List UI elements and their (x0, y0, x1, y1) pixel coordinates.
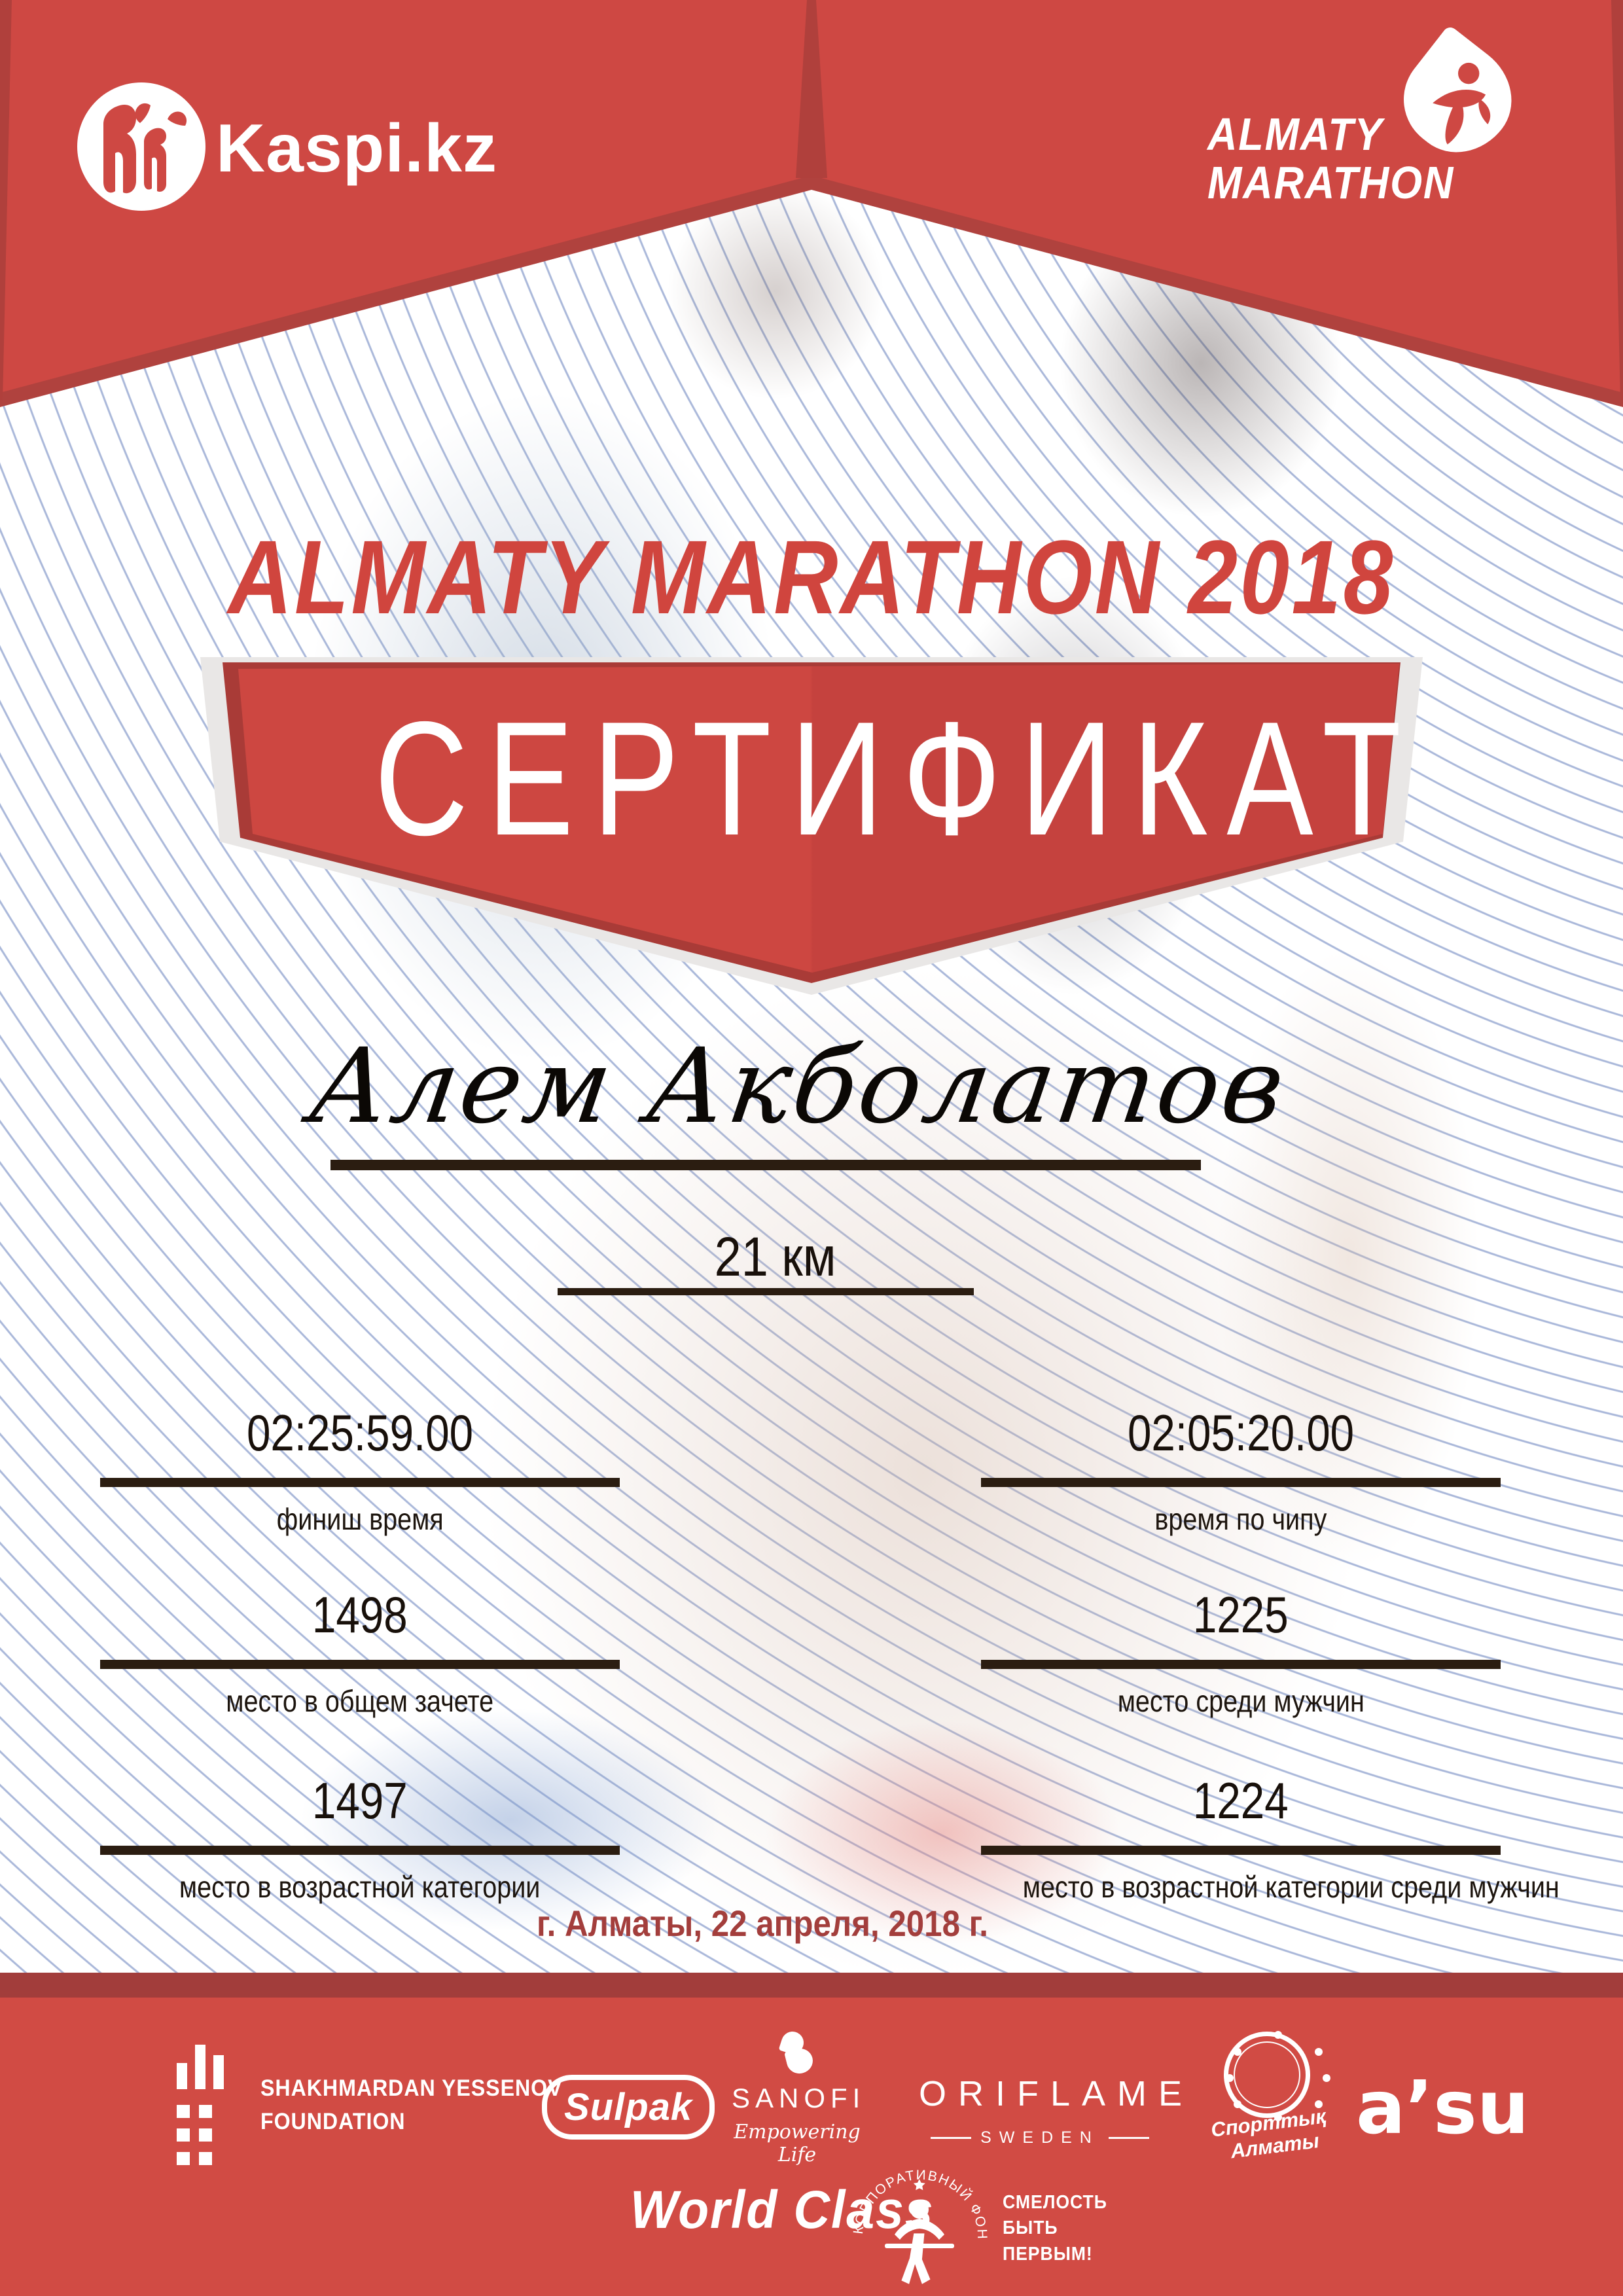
stat-underline (981, 1846, 1501, 1855)
yessenov-foundation-icon (177, 2045, 234, 2169)
stat-underline (100, 1660, 620, 1669)
race-distance: 21 км (715, 1226, 836, 1287)
certificate-heading: СЕРТИФИКАТ (374, 687, 1420, 869)
yessenov-foundation-wordmark: SHAKHMARDAN YESSENOV FOUNDATION (260, 2075, 563, 2134)
runner-icon (1433, 62, 1491, 145)
stat-underline (100, 1846, 620, 1855)
sponsor-corporate-fund-logo: КОРПОРАТИВНЫЙ ФОНД СМЕЛОСТЬ БЫТЬ ПЕРВЫМ! (851, 2153, 1116, 2296)
sponsor-sulpak-logo: Sulpak (542, 2075, 715, 2140)
certificate-ribbon: СЕРТИФИКАТ (200, 657, 1423, 995)
sponsor-world-class-logo: World Class (630, 2180, 935, 2240)
event-date-location: г. Алматы, 22 апреля, 2018 г. (537, 1903, 988, 1944)
faded-runner-legs (484, 969, 1361, 1977)
stat-underline (981, 1660, 1501, 1669)
corporate-fund-emblem-icon: КОРПОРАТИВНЫЙ ФОНД (851, 2153, 988, 2284)
sponsor-sanofi-logo: SANOFI Empowering Life (732, 2028, 863, 2166)
name-underline (330, 1160, 1201, 1170)
almaty-marathon-teardrop-icon (1383, 24, 1533, 173)
sporttyq-wordmark: Спорттық Алматы (1209, 2104, 1327, 2162)
sponsor-oriflame-logo: ORIFLAME SWEDEN (919, 2074, 1194, 2147)
sanofi-bird-icon (777, 2028, 817, 2077)
fund-slogan: СМЕЛОСТЬ БЫТЬ ПЕРВЫМ! (1003, 2192, 1107, 2265)
marathon-line: MARATHON (1207, 157, 1455, 209)
almaty-line: ALMATY (1207, 109, 1383, 160)
faded-runner-man-head (668, 183, 883, 399)
stat-underline (981, 1478, 1501, 1487)
kaspi-logo-icon (77, 82, 205, 211)
stat-finish-time: 02:25:59.00 финиш время (98, 1407, 622, 1537)
sporttyq-emblem-icon (1224, 2031, 1330, 2121)
stat-chip-time: 02:05:20.00 время по чипу (979, 1407, 1503, 1537)
stat-men-place: 1225 место среди мужчин (979, 1589, 1503, 1719)
stat-age-category-place: 1497 место в возрастной категории (98, 1775, 622, 1905)
footer-divider-bar (0, 1973, 1623, 1998)
event-title: ALMATY MARATHON 2018 (228, 518, 1395, 636)
sponsors-footer: SHAKHMARDAN YESSENOV FOUNDATION Sulpak S… (0, 1998, 1623, 2296)
faded-red-sneaker (766, 1721, 1119, 1944)
stat-overall-place: 1498 место в общем зачете (98, 1589, 622, 1719)
almaty-marathon-wordmark: ALMATY MARATHON (1207, 110, 1454, 207)
stat-underline (100, 1478, 620, 1487)
kaspi-logo-wordmark: Kaspi.kz (216, 111, 497, 187)
distance-underline (558, 1288, 974, 1295)
sponsor-asu-logo: aʼsu (1356, 2066, 1529, 2151)
sponsor-sporttyq-almaty-logo: Спорттық Алматы (1209, 2031, 1330, 2169)
faded-runner-arm (1217, 949, 1479, 1571)
almaty-marathon-logo: ALMATY MARATHON (1207, 24, 1535, 207)
kaspi-figures-icon (103, 103, 187, 194)
oriflame-sweden-line: SWEDEN (919, 2128, 1161, 2147)
stat-age-category-men-place: 1224 место в возрастной категории среди … (979, 1775, 1560, 1905)
recipient-name: Алем Акболатов (302, 1026, 1294, 1147)
faded-blue-sneaker (301, 1708, 720, 1931)
sponsor-yessenov-foundation-logo: SHAKHMARDAN YESSENOV FOUNDATION (177, 2045, 589, 2169)
